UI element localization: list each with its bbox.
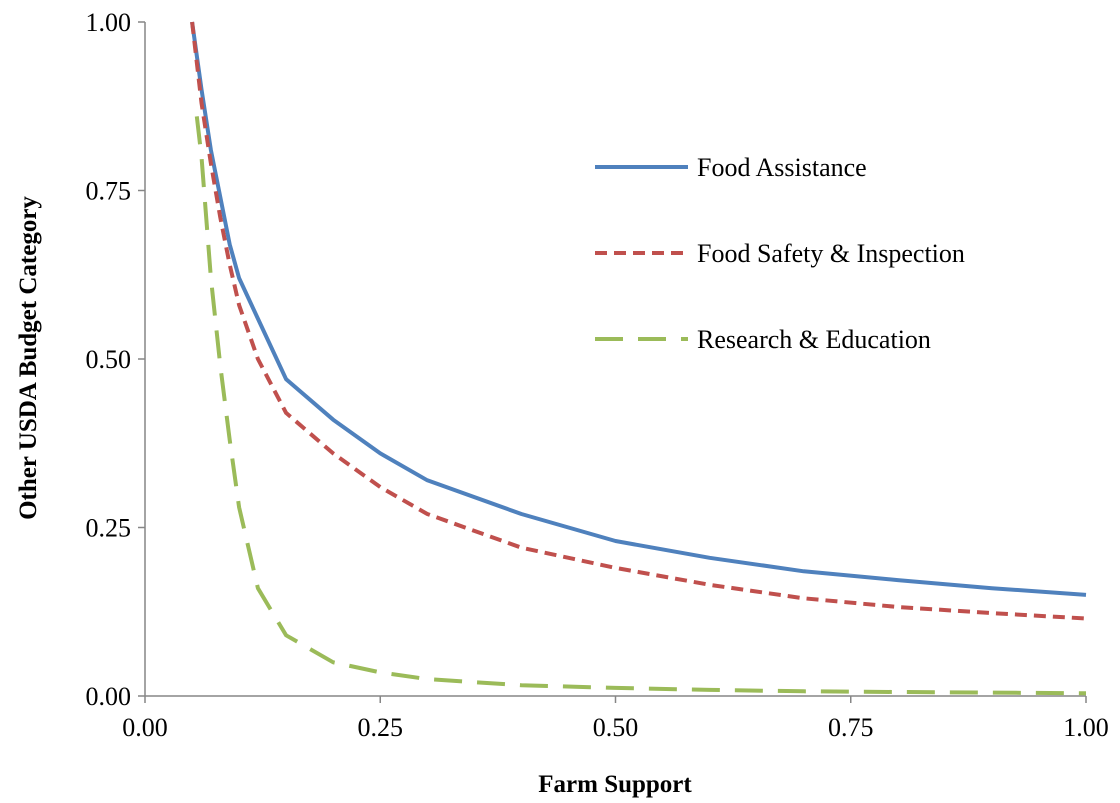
- series-line-3: [194, 116, 1087, 696]
- legend-label-3: Research & Education: [697, 325, 931, 354]
- series-line-1: [190, 21, 1087, 597]
- x-tick-label: 0.50: [593, 713, 639, 742]
- y-tick-label: 0.25: [86, 514, 132, 543]
- x-tick-label: 0.75: [828, 713, 874, 742]
- y-tick-label: 0.75: [86, 177, 132, 206]
- y-tick-label: 0.50: [86, 345, 132, 374]
- y-tick-label: 0.00: [86, 682, 132, 711]
- legend-label-1: Food Assistance: [697, 153, 867, 182]
- axes: 0.00 0.25 0.50 0.75 1.00 0.00 0.25 0.50 0.75 1.00: [86, 8, 1109, 742]
- series-group: [190, 21, 1087, 696]
- legend: Food Assistance Food Safety & Inspection R…: [595, 153, 965, 354]
- legend-label-2: Food Safety & Inspection: [697, 239, 965, 268]
- x-axis-title: Farm Support: [538, 771, 692, 798]
- y-axis-title: Other USDA Budget Category: [15, 196, 42, 520]
- x-tick-label: 1.00: [1063, 713, 1109, 742]
- x-tick-label: 0.25: [358, 713, 404, 742]
- x-tick-label: 0.00: [122, 713, 168, 742]
- series-line-2: [190, 21, 1087, 621]
- y-tick-label: 1.00: [86, 8, 132, 37]
